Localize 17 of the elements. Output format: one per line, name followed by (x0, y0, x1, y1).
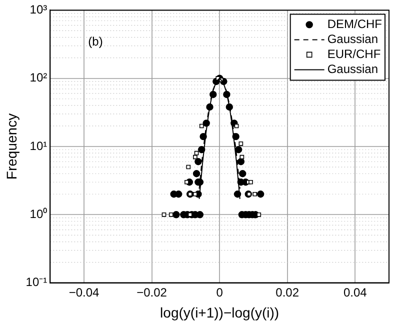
y-tick-label: 10² (30, 70, 48, 85)
legend-label: Gaussian (327, 32, 378, 46)
x-tick-label: −0.02 (136, 285, 168, 300)
y-axis-title: Frequency (3, 113, 20, 180)
legend-label: DEM/CHF (327, 17, 382, 32)
legend-label: Gaussian (327, 62, 378, 76)
y-tick-label: 10³ (30, 2, 48, 17)
x-tick-label: 0.04 (343, 285, 368, 300)
x-tick-label: 0 (216, 285, 224, 300)
annotation: (b) (88, 34, 103, 49)
legend-label: EUR/CHF (327, 47, 381, 62)
y-tick-label: 10⁻¹ (26, 275, 48, 290)
y-tick-label: 10¹ (30, 138, 48, 153)
x-tick-label: 0.02 (276, 285, 300, 300)
y-tick-label: 10⁰ (30, 206, 48, 221)
x-tick-label: −0.04 (68, 285, 100, 300)
x-axis-title: log(y(i+1))−log(y(i)) (160, 304, 280, 320)
